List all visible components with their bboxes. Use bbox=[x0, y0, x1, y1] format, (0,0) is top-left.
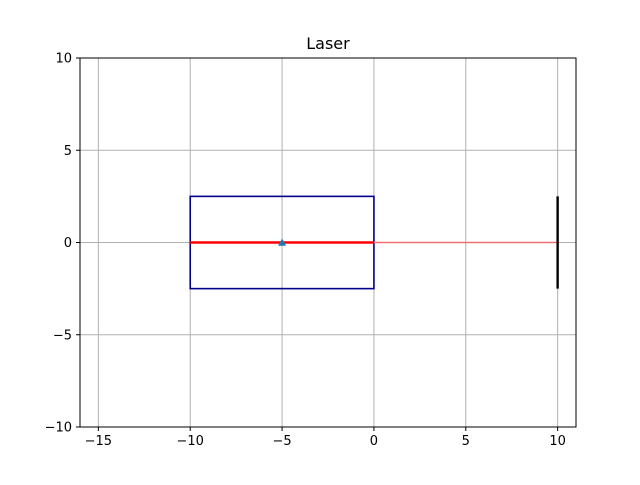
x-tick-label: −10 bbox=[177, 434, 204, 449]
x-tick-label: 10 bbox=[549, 434, 566, 449]
axis-ticks: −15 −10 −5 0 5 10 −10 −5 0 5 10 bbox=[45, 52, 566, 450]
y-tick-label: −5 bbox=[53, 328, 72, 343]
x-tick-label: 5 bbox=[462, 434, 470, 449]
chart-title: Laser bbox=[306, 34, 350, 53]
y-tick-label: 5 bbox=[64, 144, 72, 159]
x-tick-label: −5 bbox=[272, 434, 291, 449]
center-marker bbox=[278, 238, 287, 246]
y-tick-label: −10 bbox=[45, 421, 72, 436]
plot-marks bbox=[189, 195, 559, 290]
y-tick-label: 0 bbox=[64, 236, 72, 251]
y-tick-label: 10 bbox=[55, 52, 72, 67]
x-tick-label: −15 bbox=[85, 434, 112, 449]
x-tick-label: 0 bbox=[370, 434, 378, 449]
